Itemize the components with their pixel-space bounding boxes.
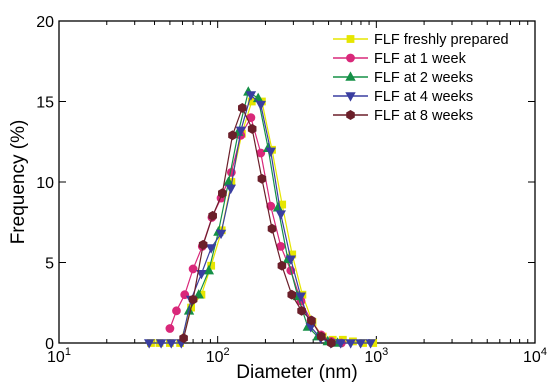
x-tick-label: 102 xyxy=(206,346,230,366)
data-point xyxy=(365,339,376,349)
series-line xyxy=(188,90,338,344)
series-line xyxy=(169,116,342,344)
data-point xyxy=(252,92,264,103)
y-tick-label: 20 xyxy=(36,14,54,31)
legend-item: FLF at 2 weeks xyxy=(333,70,473,86)
data-point xyxy=(355,339,366,349)
data-point xyxy=(208,210,217,221)
series-1 xyxy=(147,97,378,347)
data-point xyxy=(166,339,177,349)
data-point xyxy=(179,333,188,344)
y-tick-label: 15 xyxy=(36,95,54,112)
legend-marker xyxy=(346,53,355,63)
data-point xyxy=(317,331,326,342)
legend-label: FLF at 2 weeks xyxy=(374,70,473,86)
data-point xyxy=(277,260,287,271)
data-point xyxy=(245,91,257,101)
legend: FLF freshly prepared FLF at 1 week FLF at … xyxy=(333,32,509,124)
data-point xyxy=(196,269,207,280)
data-point xyxy=(228,130,237,141)
series-line xyxy=(150,100,374,344)
data-point xyxy=(297,305,306,316)
data-point xyxy=(335,339,346,349)
data-point xyxy=(143,339,155,349)
data-point xyxy=(205,244,217,254)
data-point xyxy=(265,147,276,158)
data-point xyxy=(247,123,257,134)
data-point xyxy=(267,223,277,234)
legend-marker xyxy=(346,110,355,120)
y-axis-ticks: 0 5 10 15 20 xyxy=(36,14,535,353)
legend-item: FLF freshly prepared xyxy=(333,32,509,48)
y-axis-title: Frequency (%) xyxy=(8,120,29,245)
legend-marker xyxy=(345,71,356,81)
data-point xyxy=(235,126,247,137)
data-point xyxy=(238,102,247,113)
data-point xyxy=(215,229,227,240)
data-point xyxy=(257,173,267,184)
data-point xyxy=(255,100,266,111)
series-layer xyxy=(143,86,378,349)
y-tick-label: 5 xyxy=(45,256,54,273)
data-point xyxy=(172,306,181,316)
y-tick-label: 10 xyxy=(36,175,54,192)
legend-marker xyxy=(345,92,356,102)
x-tick-label: 104 xyxy=(523,346,547,366)
legend-item: FLF at 8 weeks xyxy=(333,108,473,124)
data-point xyxy=(218,188,227,199)
data-point xyxy=(188,294,198,305)
data-point xyxy=(295,292,306,302)
series-line xyxy=(183,106,332,344)
legend-label: FLF at 4 weeks xyxy=(374,89,473,105)
series-line xyxy=(149,93,371,344)
legend-label: FLF at 1 week xyxy=(374,51,467,67)
data-point xyxy=(285,255,296,265)
legend-item: FLF at 4 weeks xyxy=(333,89,473,105)
data-point xyxy=(188,264,198,274)
data-point xyxy=(198,239,208,250)
data-point xyxy=(165,324,175,333)
data-point xyxy=(307,315,316,326)
legend-label: FLF at 8 weeks xyxy=(374,108,473,124)
data-point xyxy=(326,338,336,348)
legend-marker xyxy=(346,35,355,43)
data-point xyxy=(193,289,204,299)
data-point xyxy=(155,339,167,349)
data-point xyxy=(203,264,215,275)
series-5 xyxy=(179,102,336,348)
data-point xyxy=(275,210,286,220)
x-tick-label: 103 xyxy=(364,346,388,366)
x-tick-label: 101 xyxy=(47,346,71,366)
data-point xyxy=(225,184,236,195)
data-point xyxy=(345,339,356,349)
data-point xyxy=(266,201,276,211)
data-point xyxy=(287,289,297,300)
x-axis-title: Diameter (nm) xyxy=(236,362,357,383)
y-tick-label: 0 xyxy=(45,336,54,353)
legend-item: FLF at 1 week xyxy=(333,51,467,67)
legend-label: FLF freshly prepared xyxy=(374,32,509,48)
